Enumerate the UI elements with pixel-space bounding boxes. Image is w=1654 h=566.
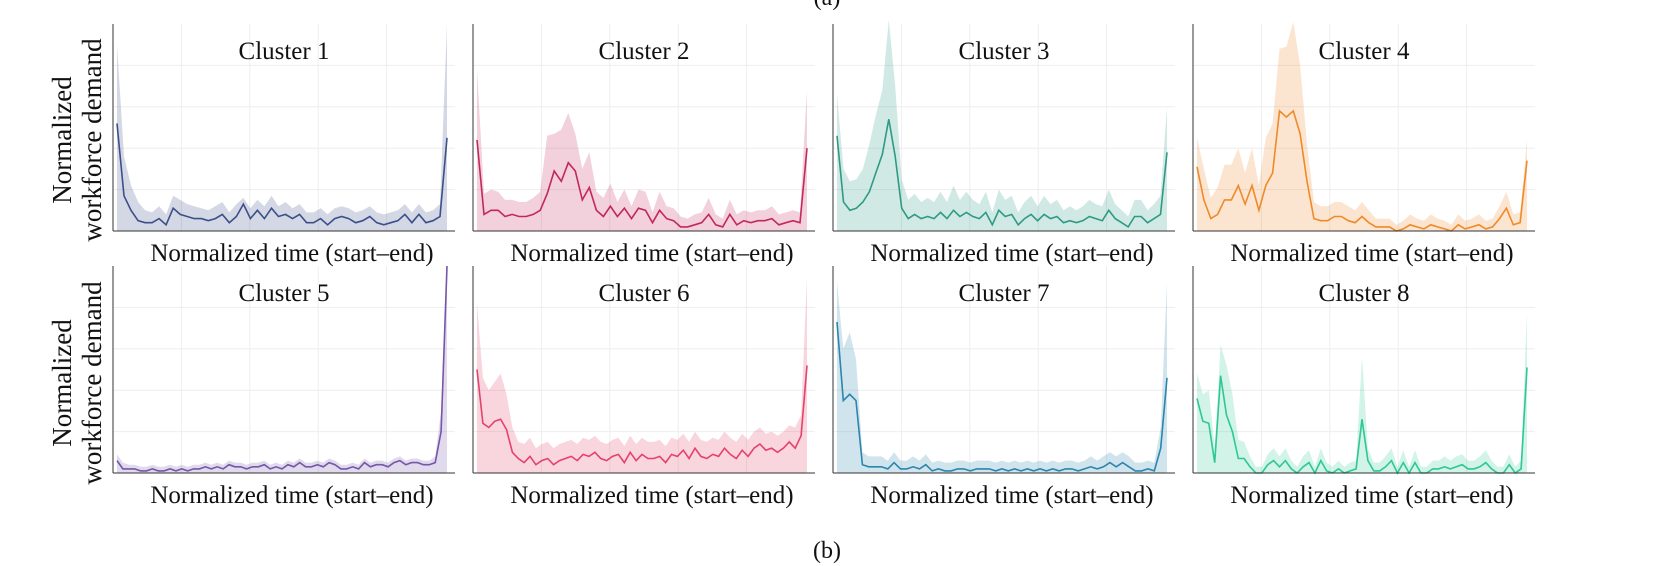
grid [833, 266, 1175, 473]
panel-cluster-2: Cluster 2 Normalized time (start–end) [472, 24, 815, 267]
x-axis-label: Normalized time (start–end) [870, 482, 1153, 509]
panel-title: Cluster 2 [599, 38, 690, 65]
confidence-band [117, 24, 447, 231]
panel-title: Cluster 4 [1319, 38, 1410, 65]
panel-title: Cluster 6 [599, 280, 690, 307]
confidence-band [477, 276, 807, 473]
panel-cluster-4: Cluster 4 Normalized time (start–end) [1192, 21, 1535, 267]
panel-title: Cluster 7 [959, 280, 1050, 307]
grid [473, 266, 815, 473]
panel-title: Cluster 8 [1319, 280, 1410, 307]
series-line [1196, 367, 1528, 475]
panel-cluster-8: Cluster 8 Normalized time (start–end) [1192, 266, 1535, 509]
x-axis-label: Normalized time (start–end) [510, 482, 793, 509]
grid [113, 266, 455, 473]
confidence-band [1197, 21, 1527, 232]
series-line [116, 265, 448, 472]
x-axis-label: Normalized time (start–end) [510, 240, 793, 267]
confidence-band [1197, 311, 1527, 473]
series-line [476, 365, 808, 466]
grid [473, 24, 815, 231]
x-axis-label: Normalized time (start–end) [1230, 240, 1513, 267]
confidence-band [837, 282, 1167, 473]
panel-title: Cluster 3 [959, 38, 1050, 65]
panel-cluster-5: Cluster 5 Normalized time (start–end) [112, 265, 455, 509]
panel-cluster-3: Cluster 3 Normalized time (start–end) [832, 19, 1175, 267]
x-axis-label: Normalized time (start–end) [150, 240, 433, 267]
series-line [836, 321, 1168, 472]
x-axis-label: Normalized time (start–end) [150, 482, 433, 509]
confidence-band [477, 69, 807, 231]
grid [113, 24, 455, 231]
series-line [836, 119, 1168, 229]
confidence-band [837, 19, 1167, 232]
panel-cluster-7: Cluster 7 Normalized time (start–end) [832, 266, 1175, 509]
caption-top: (a) [0, 0, 1654, 12]
grid [833, 24, 1175, 231]
series-line [1196, 109, 1528, 232]
panel-cluster-6: Cluster 6 Normalized time (start–end) [472, 266, 815, 509]
panel-cluster-1: Cluster 1 Normalized time (start–end) [112, 24, 455, 267]
series-line [476, 139, 808, 228]
x-axis-label: Normalized time (start–end) [870, 240, 1153, 267]
panel-title: Cluster 1 [239, 38, 330, 65]
grid [1193, 266, 1535, 473]
panel-title: Cluster 5 [239, 280, 330, 307]
grid [1193, 24, 1535, 231]
x-axis-label: Normalized time (start–end) [1230, 482, 1513, 509]
caption-bottom: (b) [813, 538, 841, 564]
series-line [116, 123, 448, 227]
